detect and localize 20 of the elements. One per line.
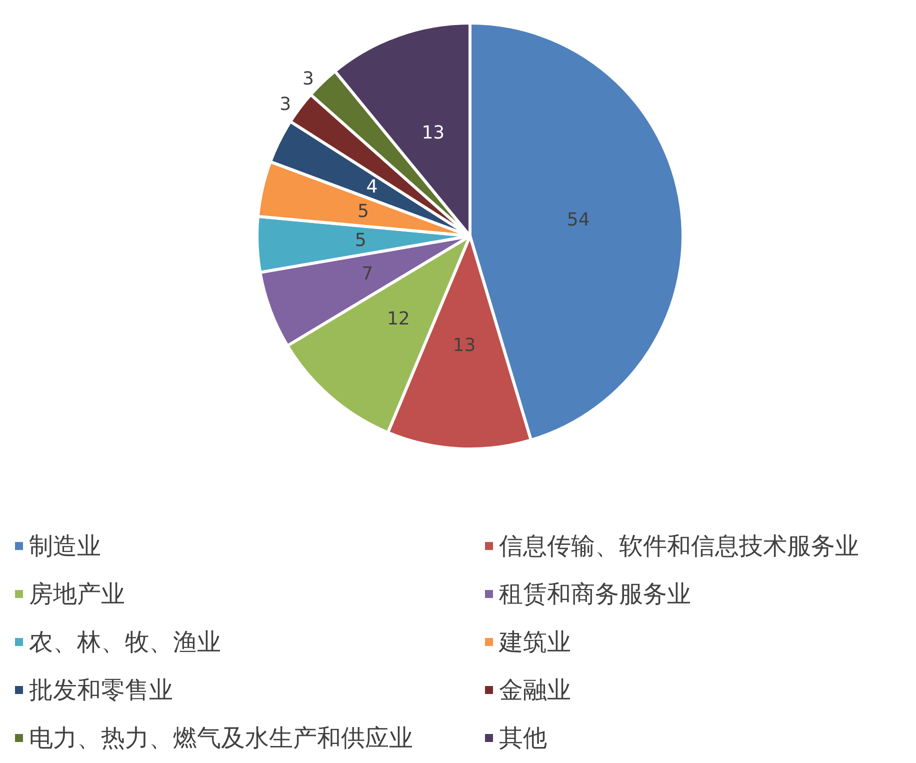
legend-label: 农、林、牧、渔业 [29,628,221,656]
data-label: 3 [280,94,292,116]
data-label: 3 [302,68,314,90]
legend-label: 房地产业 [29,580,125,608]
legend-label: 其他 [499,724,547,752]
legend-label: 制造业 [29,532,101,560]
data-label: 13 [452,334,476,356]
data-label: 5 [354,230,366,251]
data-label: 54 [566,210,590,231]
data-label: 7 [362,264,374,285]
data-label: 13 [422,122,445,144]
legend-label: 电力、热力、燃气及水生产和供应业 [29,724,413,752]
legend-label: 信息传输、软件和信息技术服务业 [499,532,859,560]
legend-label: 租赁和商务服务业 [499,580,691,608]
legend-label: 金融业 [499,676,571,704]
legend-label: 批发和零售业 [29,676,173,704]
data-label: 12 [386,308,410,330]
legend-label: 建筑业 [498,628,571,656]
data-label: 5 [358,201,369,222]
data-label: 4 [366,176,378,198]
